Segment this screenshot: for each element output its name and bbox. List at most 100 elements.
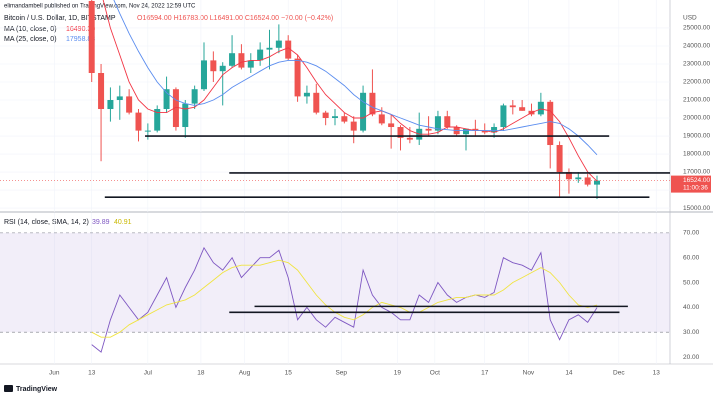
rsi-tick-label: 70.00 [683, 230, 700, 237]
candle-body [229, 53, 236, 66]
candle-body [434, 116, 441, 131]
candle-body [238, 53, 245, 68]
countdown: 11:00:36 [683, 184, 708, 191]
candle-body [210, 60, 217, 72]
candle-body [219, 65, 226, 72]
symbol: Bitcoin / U.S. Dollar, 1D, BITSTAMP [4, 15, 116, 22]
price-pane [0, 0, 670, 212]
candle-body [154, 109, 161, 131]
y-tick-label: 17000.00 [683, 169, 710, 176]
candle-body [594, 180, 601, 185]
ma-line [102, 0, 598, 182]
x-tick-label: 17 [481, 370, 489, 377]
rsi-tick-label: 60.00 [683, 254, 700, 261]
candle-body [556, 145, 563, 173]
candle-body [275, 40, 282, 48]
rsi-value: 39.89 [92, 219, 110, 226]
candle-body [472, 128, 479, 131]
candle-body [481, 130, 488, 133]
y-tick-label: 21000.00 [683, 97, 710, 104]
candle-body [500, 105, 507, 128]
y-tick-label: 22000.00 [683, 79, 710, 86]
ma25-label: MA (25, close, 0) [4, 36, 57, 43]
candle-body [397, 127, 404, 138]
candle-body [537, 101, 544, 115]
publisher: elimandambell published on TradingView.c… [4, 4, 196, 10]
candle-body [247, 60, 254, 68]
candle-body [378, 114, 385, 124]
candle-body [257, 49, 264, 61]
rsi-tick-label: 50.00 [683, 279, 700, 286]
x-tick-label: 18 [197, 370, 205, 377]
logo: TradingView [16, 386, 58, 393]
candle-body [163, 89, 170, 110]
candle-body [332, 116, 338, 119]
x-tick-label: 14 [565, 370, 573, 377]
candle-body [491, 127, 498, 133]
rsi-line [91, 246, 598, 353]
y-tick-label: 18000.00 [683, 151, 710, 158]
candle-body [425, 128, 432, 131]
candle-body [322, 112, 329, 119]
x-tick-label: Nov [523, 370, 535, 377]
candle-body [406, 137, 413, 140]
candle-body [350, 121, 357, 131]
candle-body [444, 116, 451, 128]
y-tick-label: 20000.00 [683, 115, 710, 122]
candle-body [266, 47, 273, 50]
x-tick-label: Jun [49, 370, 60, 377]
candle-body [172, 89, 179, 128]
currency: USD [683, 15, 697, 22]
x-tick-label: 13 [653, 370, 661, 377]
y-tick-label: 24000.00 [683, 43, 710, 50]
candle-body [313, 92, 320, 113]
candle-body [191, 89, 198, 104]
rsi-label: RSI (14, close, SMA, 14, 2) [4, 219, 89, 226]
x-tick-label: Oct [430, 370, 440, 377]
candle-body [144, 130, 151, 132]
candle-body [98, 72, 105, 110]
candle-body [575, 177, 582, 180]
x-tick-label: 15 [285, 370, 293, 377]
ma10-label: MA (10, close, 0) [4, 26, 57, 33]
candle-body [116, 96, 123, 101]
candle-body [294, 58, 301, 97]
rsi-sma-value: 40.91 [114, 219, 132, 226]
candle-body [107, 100, 114, 110]
candle-body [519, 107, 526, 111]
x-tick-label: Aug [239, 370, 251, 377]
ma10-value: 16490.30 [66, 26, 95, 33]
candle-body [584, 177, 591, 185]
ohlc: O16594.00 H16783.00 L16491.00 C16524.00 … [137, 15, 333, 22]
candle-body [182, 103, 189, 128]
candle-body [200, 60, 207, 90]
x-tick-label: Jul [144, 370, 153, 377]
y-tick-label: 23000.00 [683, 61, 710, 68]
logo-icon [4, 385, 13, 392]
candle-body [88, 0, 95, 73]
candle-body [360, 92, 367, 131]
candle-body [463, 128, 470, 135]
x-tick-label: 13 [88, 370, 96, 377]
y-tick-label: 25000.00 [683, 25, 710, 32]
candle-body [369, 92, 376, 115]
candle-body [303, 92, 310, 97]
ma-line [113, 0, 598, 156]
x-tick-label: Sep [335, 370, 347, 377]
rsi-line [91, 259, 598, 338]
candle-body [565, 172, 572, 180]
y-tick-label: 15000.00 [683, 205, 710, 212]
rsi-tick-label: 30.00 [683, 329, 700, 336]
candle-body [509, 105, 516, 108]
price-label-box [671, 175, 711, 193]
rsi-tick-label: 20.00 [683, 354, 700, 361]
candle-body [126, 96, 133, 113]
x-tick-label: 19 [394, 370, 402, 377]
x-tick-label: Dec [613, 370, 625, 377]
candle-body [285, 40, 292, 59]
price-label: 16524.00 [683, 177, 710, 184]
candle-body [341, 116, 348, 122]
candle-body [135, 112, 142, 131]
